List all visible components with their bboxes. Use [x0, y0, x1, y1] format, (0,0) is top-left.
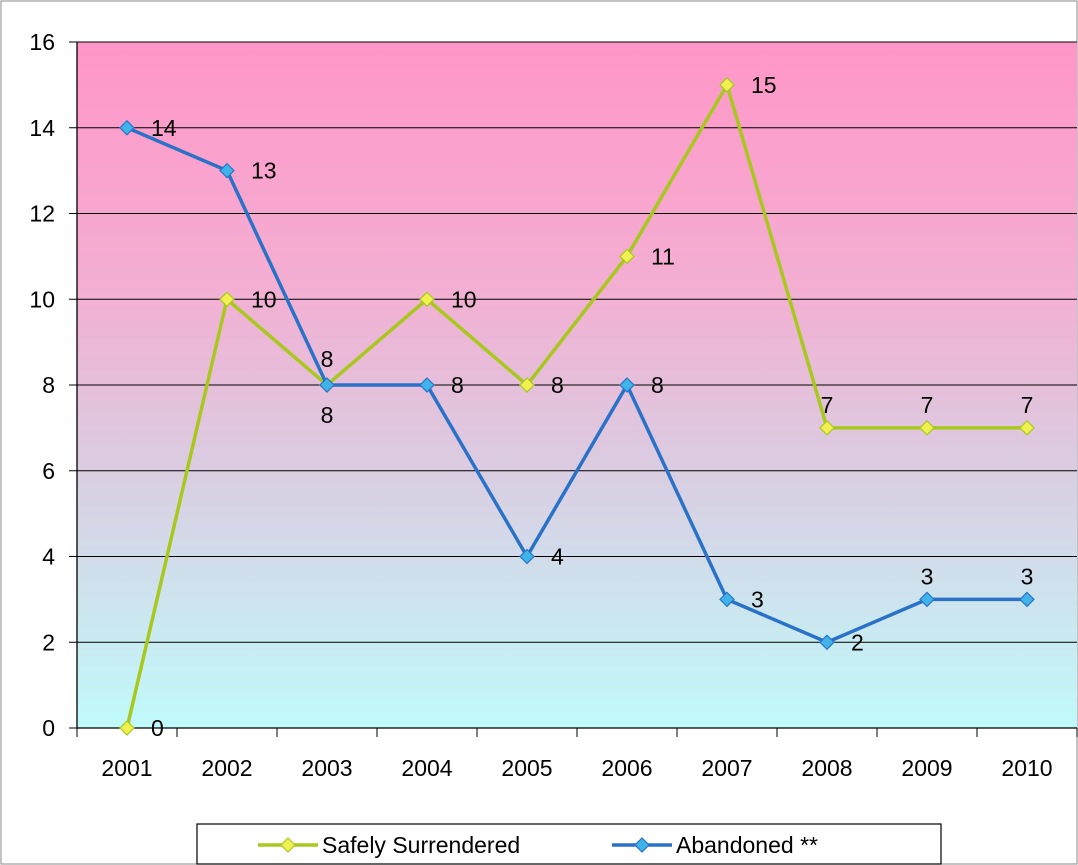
y-tick-label: 8	[42, 372, 55, 398]
data-point-abandoned	[919, 591, 935, 608]
data-label-abandoned: 2	[851, 629, 864, 655]
data-point-safely-surrendered	[719, 77, 735, 93]
y-tick-label: 0	[42, 715, 55, 741]
data-labels: 0 10 8 10 8 11 15 7 7 7 14 13 8 8 4 8 3 2 3 3	[151, 72, 1033, 741]
legend-label-abandoned: Abandoned **	[676, 832, 818, 858]
data-label-abandoned: 3	[751, 586, 764, 612]
y-tick-label: 16	[29, 29, 55, 55]
data-point-abandoned	[219, 162, 235, 179]
data-label-safely-surrendered: 10	[251, 286, 277, 312]
x-tick-label: 2010	[1001, 755, 1052, 781]
data-label-abandoned: 8	[651, 372, 664, 398]
x-tick-label: 2004	[401, 755, 452, 781]
legend-marker-safely-surrendered	[280, 837, 296, 853]
x-tick-label: 2002	[201, 755, 252, 781]
legend-marker-abandoned	[634, 837, 650, 853]
series-layer	[119, 77, 1035, 736]
y-tick-label: 2	[42, 629, 55, 655]
y-tick-label: 4	[42, 544, 55, 570]
data-label-safely-surrendered: 11	[651, 243, 675, 269]
data-label-safely-surrendered: 7	[921, 392, 934, 418]
data-label-safely-surrendered: 15	[751, 72, 777, 98]
gridlines	[77, 41, 1077, 729]
series-line-safely-surrendered	[125, 83, 1027, 729]
x-tick-label: 2009	[901, 755, 952, 781]
data-point-safely-surrendered	[119, 720, 135, 736]
data-point-safely-surrendered	[619, 248, 635, 265]
data-label-abandoned: 3	[1021, 563, 1034, 589]
y-tick-label: 6	[42, 458, 55, 484]
y-tick-label: 12	[29, 201, 55, 227]
data-label-safely-surrendered: 7	[821, 392, 834, 418]
data-point-safely-surrendered	[419, 291, 435, 308]
x-tick-label: 2006	[601, 755, 652, 781]
data-point-safely-surrendered	[919, 420, 935, 436]
data-label-abandoned: 4	[551, 544, 564, 570]
data-label-safely-surrendered: 7	[1021, 392, 1034, 418]
data-point-safely-surrendered	[819, 420, 835, 436]
data-label-abandoned: 8	[451, 372, 464, 398]
y-tick-label: 14	[29, 115, 55, 141]
data-label-safely-surrendered: 8	[321, 346, 334, 372]
data-point-abandoned	[719, 591, 735, 608]
x-tick-label: 2005	[501, 755, 552, 781]
data-point-abandoned	[519, 548, 535, 565]
data-label-abandoned: 8	[321, 402, 334, 428]
legend-label-safely-surrendered: Safely Surrendered	[322, 832, 520, 858]
data-point-abandoned	[619, 377, 635, 393]
data-point-abandoned	[119, 119, 135, 136]
data-point-safely-surrendered	[1019, 420, 1035, 436]
data-point-abandoned	[1019, 591, 1035, 608]
legend: Safely Surrendered Abandoned **	[196, 823, 942, 865]
data-label-safely-surrendered: 0	[151, 715, 164, 741]
data-label-abandoned: 3	[921, 563, 934, 589]
x-tick-label: 2008	[801, 755, 852, 781]
x-tick-label: 2007	[701, 755, 752, 781]
data-point-abandoned	[819, 634, 835, 651]
legend-box	[196, 823, 942, 865]
series-line-abandoned	[126, 126, 1027, 644]
x-tick-label: 2001	[101, 755, 152, 781]
data-point-abandoned	[419, 377, 435, 393]
data-point-abandoned	[319, 377, 335, 393]
data-label-abandoned: 13	[251, 158, 277, 184]
x-tick-label: 2003	[301, 755, 352, 781]
y-tick-label: 10	[29, 286, 55, 312]
data-point-safely-surrendered	[519, 377, 535, 393]
data-point-safely-surrendered	[219, 291, 235, 308]
data-label-safely-surrendered: 8	[551, 372, 564, 398]
data-label-safely-surrendered: 10	[451, 286, 477, 312]
data-label-abandoned: 14	[151, 115, 177, 141]
